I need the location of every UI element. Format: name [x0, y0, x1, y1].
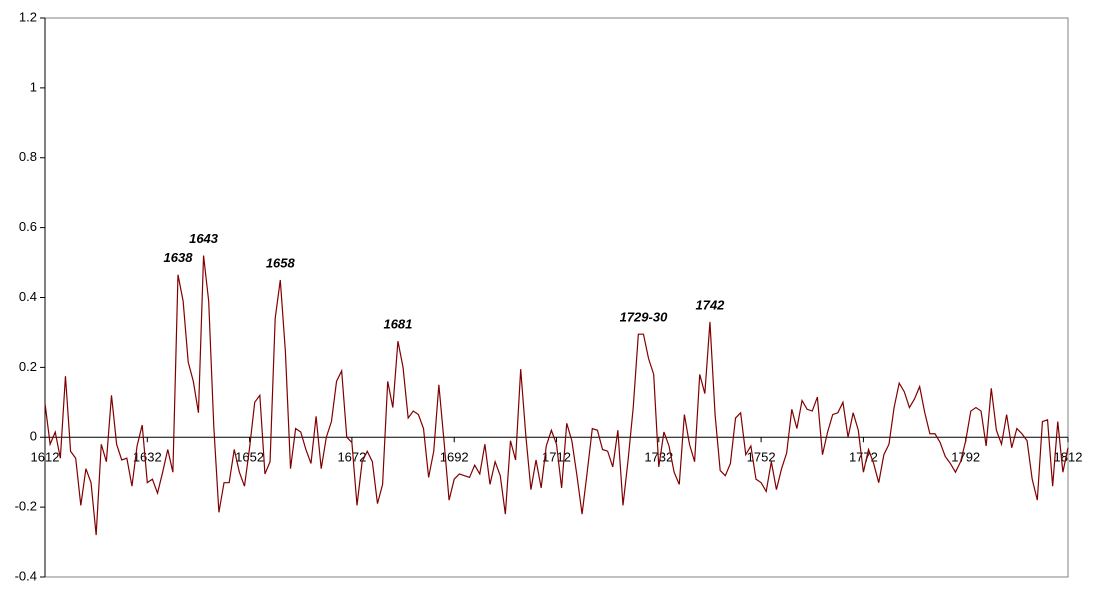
y-tick-label: 0	[30, 429, 37, 444]
y-tick-label: 0.2	[19, 359, 37, 374]
annotation: 1638	[164, 250, 194, 265]
y-tick-label: 1.2	[19, 9, 37, 24]
x-tick-label: 1792	[951, 450, 980, 465]
x-tick-label: 1752	[747, 450, 776, 465]
x-tick-label: 1712	[542, 450, 571, 465]
x-tick-label: 1812	[1054, 450, 1083, 465]
x-tick-label: 1612	[31, 450, 60, 465]
data-line	[44, 255, 1069, 536]
y-tick-label: 0.4	[19, 289, 37, 304]
annotation: 1681	[383, 317, 412, 332]
annotation: 1643	[189, 231, 219, 246]
y-tick-label: -0.2	[15, 499, 37, 514]
y-tick-label: 0.8	[19, 149, 37, 164]
y-tick-label: 1	[30, 79, 37, 94]
annotation: 1658	[266, 255, 296, 270]
x-tick-label: 1652	[235, 450, 264, 465]
plot-area	[44, 17, 1069, 578]
annotation: 1742	[695, 297, 725, 312]
x-tick-label: 1672	[337, 450, 366, 465]
y-tick-label: 0.6	[19, 219, 37, 234]
annotation: 1729-30	[620, 310, 668, 325]
x-tick-label: 1692	[440, 450, 469, 465]
x-tick-label: 1632	[133, 450, 162, 465]
x-tick-label: 1772	[849, 450, 878, 465]
y-tick-label: -0.4	[15, 568, 37, 583]
